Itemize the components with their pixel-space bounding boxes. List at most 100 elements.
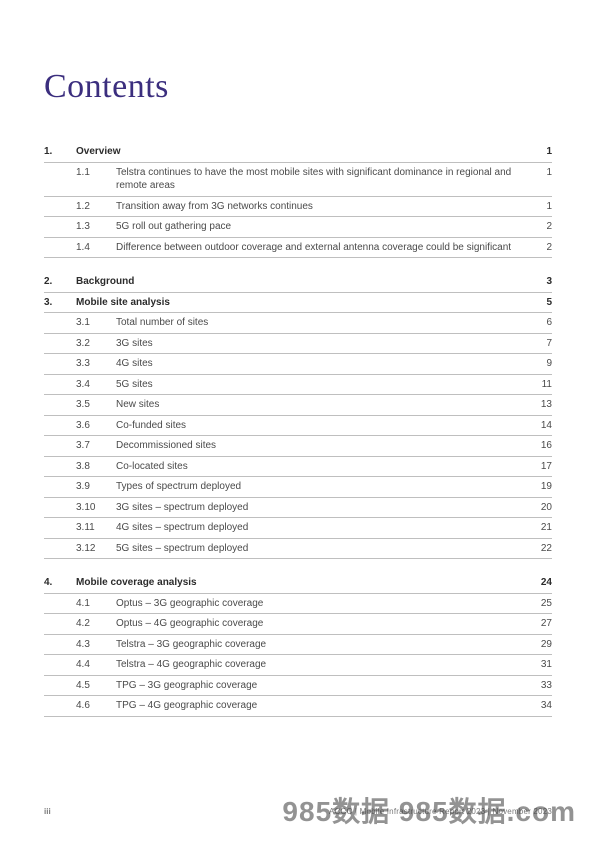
toc-section-page: 1 xyxy=(530,145,552,159)
toc-item-page: 25 xyxy=(530,597,552,611)
toc-item-page: 31 xyxy=(530,658,552,672)
toc-item-label: TPG – 3G geographic coverage xyxy=(116,679,530,693)
toc-item-number: 1.4 xyxy=(76,241,116,255)
toc-item-number: 3.6 xyxy=(76,419,116,433)
toc-item-page: 21 xyxy=(530,521,552,535)
toc-item-row: 3.114G sites – spectrum deployed21 xyxy=(44,518,552,539)
toc-item-page: 13 xyxy=(530,398,552,412)
toc-item-page: 9 xyxy=(530,357,552,371)
toc-item-row: 1.1Telstra continues to have the most mo… xyxy=(44,163,552,197)
toc-item-row: 1.4Difference between outdoor coverage a… xyxy=(44,238,552,259)
toc-section-row: 4.Mobile coverage analysis24 xyxy=(44,573,552,594)
toc-item-page: 22 xyxy=(530,542,552,556)
toc-item-label: Total number of sites xyxy=(116,316,530,330)
toc-item-label: Types of spectrum deployed xyxy=(116,480,530,494)
toc-section-label: Mobile coverage analysis xyxy=(76,576,530,590)
toc-item-page: 11 xyxy=(530,378,552,392)
toc-item-row: 3.1Total number of sites6 xyxy=(44,313,552,334)
toc-section-label: Background xyxy=(76,275,530,289)
toc-item-number: 3.9 xyxy=(76,480,116,494)
toc-item-number: 3.8 xyxy=(76,460,116,474)
toc-section-row: 3.Mobile site analysis5 xyxy=(44,293,552,314)
toc-item-number: 4.6 xyxy=(76,699,116,713)
toc-item-label: New sites xyxy=(116,398,530,412)
toc-item-label: Co-located sites xyxy=(116,460,530,474)
toc-item-label: 3G sites xyxy=(116,337,530,351)
table-of-contents: 1.Overview11.1Telstra continues to have … xyxy=(44,142,552,717)
toc-item-page: 14 xyxy=(530,419,552,433)
toc-item-label: 5G roll out gathering pace xyxy=(116,220,530,234)
toc-item-row: 3.125G sites – spectrum deployed22 xyxy=(44,539,552,560)
toc-item-page: 29 xyxy=(530,638,552,652)
toc-item-label: Difference between outdoor coverage and … xyxy=(116,241,530,255)
toc-item-number: 1.1 xyxy=(76,166,116,180)
toc-item-label: Optus – 4G geographic coverage xyxy=(116,617,530,631)
page: Contents 1.Overview11.1Telstra continues… xyxy=(0,0,596,842)
toc-item-label: Decommissioned sites xyxy=(116,439,530,453)
toc-item-page: 2 xyxy=(530,241,552,255)
toc-item-number: 3.10 xyxy=(76,501,116,515)
toc-section-number: 2. xyxy=(44,275,76,289)
toc-item-row: 3.5New sites13 xyxy=(44,395,552,416)
toc-item-label: Co-funded sites xyxy=(116,419,530,433)
toc-item-number: 3.4 xyxy=(76,378,116,392)
toc-item-label: Telstra – 4G geographic coverage xyxy=(116,658,530,672)
toc-item-page: 1 xyxy=(530,166,552,180)
toc-item-number: 3.12 xyxy=(76,542,116,556)
toc-item-number: 3.11 xyxy=(76,521,116,535)
toc-item-number: 4.3 xyxy=(76,638,116,652)
toc-item-number: 3.3 xyxy=(76,357,116,371)
footer-page-number: iii xyxy=(44,807,51,816)
toc-item-row: 3.9Types of spectrum deployed19 xyxy=(44,477,552,498)
toc-item-row: 3.23G sites7 xyxy=(44,334,552,355)
toc-item-label: 4G sites – spectrum deployed xyxy=(116,521,530,535)
toc-item-row: 3.45G sites11 xyxy=(44,375,552,396)
toc-item-row: 1.35G roll out gathering pace2 xyxy=(44,217,552,238)
toc-item-page: 33 xyxy=(530,679,552,693)
toc-item-page: 19 xyxy=(530,480,552,494)
toc-section-number: 1. xyxy=(44,145,76,159)
toc-item-label: 4G sites xyxy=(116,357,530,371)
toc-item-page: 2 xyxy=(530,220,552,234)
toc-item-page: 16 xyxy=(530,439,552,453)
watermark: 985数据 985数据.com xyxy=(282,790,576,830)
toc-item-row: 3.103G sites – spectrum deployed20 xyxy=(44,498,552,519)
toc-item-row: 4.5TPG – 3G geographic coverage33 xyxy=(44,676,552,697)
toc-item-page: 7 xyxy=(530,337,552,351)
toc-item-label: Optus – 3G geographic coverage xyxy=(116,597,530,611)
toc-item-number: 4.1 xyxy=(76,597,116,611)
toc-item-number: 3.2 xyxy=(76,337,116,351)
toc-item-row: 3.34G sites9 xyxy=(44,354,552,375)
toc-item-row: 4.1Optus – 3G geographic coverage25 xyxy=(44,594,552,615)
toc-section-row: 2.Background3 xyxy=(44,272,552,293)
toc-item-page: 27 xyxy=(530,617,552,631)
toc-item-label: Transition away from 3G networks continu… xyxy=(116,200,530,214)
toc-item-label: 5G sites xyxy=(116,378,530,392)
toc-item-row: 1.2Transition away from 3G networks cont… xyxy=(44,197,552,218)
toc-section-page: 5 xyxy=(530,296,552,310)
toc-section-page: 3 xyxy=(530,275,552,289)
toc-item-number: 1.3 xyxy=(76,220,116,234)
toc-item-number: 4.2 xyxy=(76,617,116,631)
toc-item-label: Telstra continues to have the most mobil… xyxy=(116,166,530,193)
toc-item-label: 3G sites – spectrum deployed xyxy=(116,501,530,515)
toc-item-page: 6 xyxy=(530,316,552,330)
page-title: Contents xyxy=(44,68,552,106)
toc-item-number: 4.4 xyxy=(76,658,116,672)
toc-item-row: 3.7Decommissioned sites16 xyxy=(44,436,552,457)
toc-item-page: 17 xyxy=(530,460,552,474)
toc-item-row: 4.3Telstra – 3G geographic coverage29 xyxy=(44,635,552,656)
toc-item-label: TPG – 4G geographic coverage xyxy=(116,699,530,713)
toc-item-page: 20 xyxy=(530,501,552,515)
toc-section-label: Overview xyxy=(76,145,530,159)
toc-section-number: 4. xyxy=(44,576,76,590)
toc-item-row: 3.6Co-funded sites14 xyxy=(44,416,552,437)
toc-item-row: 4.4Telstra – 4G geographic coverage31 xyxy=(44,655,552,676)
toc-item-row: 4.2Optus – 4G geographic coverage27 xyxy=(44,614,552,635)
toc-item-number: 3.7 xyxy=(76,439,116,453)
toc-item-number: 3.1 xyxy=(76,316,116,330)
toc-item-row: 4.6TPG – 4G geographic coverage34 xyxy=(44,696,552,717)
toc-section-page: 24 xyxy=(530,576,552,590)
toc-item-page: 34 xyxy=(530,699,552,713)
toc-section-row: 1.Overview1 xyxy=(44,142,552,163)
